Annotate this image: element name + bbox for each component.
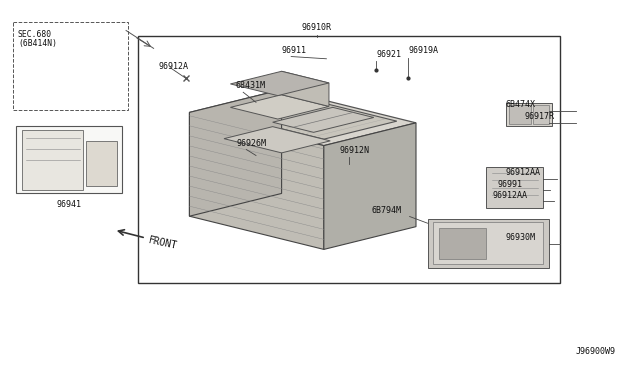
Polygon shape <box>189 112 324 249</box>
Text: 6B474X: 6B474X <box>506 100 536 109</box>
Polygon shape <box>230 95 329 119</box>
Polygon shape <box>236 108 247 198</box>
Polygon shape <box>324 123 416 249</box>
Polygon shape <box>247 102 397 139</box>
Polygon shape <box>230 71 329 96</box>
Polygon shape <box>86 141 117 186</box>
Polygon shape <box>509 105 531 124</box>
Text: 96912AA: 96912AA <box>506 168 541 177</box>
Polygon shape <box>212 114 224 204</box>
Text: 96926M: 96926M <box>237 139 267 148</box>
Polygon shape <box>428 219 549 268</box>
Text: 68431M: 68431M <box>236 81 266 90</box>
Text: J96900W9: J96900W9 <box>576 347 616 356</box>
Polygon shape <box>273 108 374 132</box>
Text: 96917R: 96917R <box>525 112 555 121</box>
Polygon shape <box>224 126 330 153</box>
Text: 6B794M: 6B794M <box>371 206 401 215</box>
Polygon shape <box>201 117 212 207</box>
Polygon shape <box>22 130 83 190</box>
Polygon shape <box>189 90 282 216</box>
Text: SEC.680: SEC.680 <box>18 30 52 39</box>
Text: 96921: 96921 <box>376 50 401 59</box>
Polygon shape <box>13 22 128 110</box>
Polygon shape <box>270 100 282 190</box>
Text: 96911: 96911 <box>282 46 307 55</box>
Text: 96941: 96941 <box>56 200 82 209</box>
Polygon shape <box>486 167 543 208</box>
Polygon shape <box>247 105 259 195</box>
Polygon shape <box>506 103 552 126</box>
Text: (6B414N): (6B414N) <box>18 39 57 48</box>
Polygon shape <box>259 103 270 192</box>
Polygon shape <box>439 228 486 259</box>
Circle shape <box>91 158 109 169</box>
Polygon shape <box>533 105 549 124</box>
Text: 96919A: 96919A <box>408 46 438 55</box>
Circle shape <box>490 168 495 171</box>
Text: 96912AA: 96912AA <box>493 191 528 200</box>
Circle shape <box>95 172 105 178</box>
Polygon shape <box>282 71 329 106</box>
Text: 96912N: 96912N <box>339 147 369 155</box>
Text: 96991: 96991 <box>498 180 523 189</box>
Polygon shape <box>189 120 201 209</box>
Polygon shape <box>224 111 236 201</box>
Polygon shape <box>16 126 122 193</box>
Polygon shape <box>433 222 543 264</box>
Polygon shape <box>189 90 416 145</box>
Circle shape <box>320 115 346 130</box>
Text: 96930M: 96930M <box>506 233 536 242</box>
Text: FRONT: FRONT <box>147 235 179 251</box>
Text: 96910R: 96910R <box>302 23 332 32</box>
Circle shape <box>298 110 324 125</box>
Text: 96912A: 96912A <box>159 62 189 71</box>
